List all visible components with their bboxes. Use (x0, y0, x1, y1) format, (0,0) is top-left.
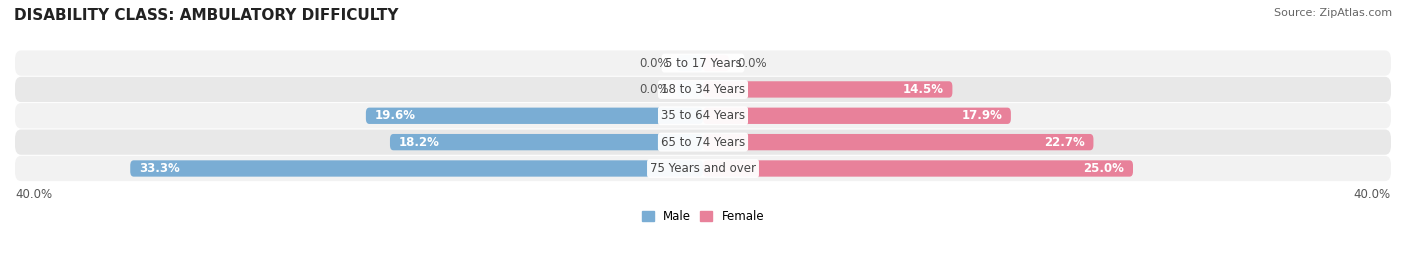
FancyBboxPatch shape (678, 55, 703, 71)
Legend: Male, Female: Male, Female (637, 205, 769, 228)
Text: 0.0%: 0.0% (638, 56, 669, 70)
Text: 18.2%: 18.2% (398, 136, 440, 149)
Text: 22.7%: 22.7% (1045, 136, 1085, 149)
Text: Source: ZipAtlas.com: Source: ZipAtlas.com (1274, 8, 1392, 18)
Text: 25.0%: 25.0% (1084, 162, 1125, 175)
FancyBboxPatch shape (703, 55, 728, 71)
Text: 65 to 74 Years: 65 to 74 Years (661, 136, 745, 149)
Text: 33.3%: 33.3% (139, 162, 180, 175)
Text: 40.0%: 40.0% (1354, 188, 1391, 201)
FancyBboxPatch shape (703, 134, 1094, 150)
Text: 35 to 64 Years: 35 to 64 Years (661, 109, 745, 122)
FancyBboxPatch shape (389, 134, 703, 150)
FancyBboxPatch shape (15, 156, 1391, 181)
Text: 5 to 17 Years: 5 to 17 Years (665, 56, 741, 70)
Text: 75 Years and over: 75 Years and over (650, 162, 756, 175)
FancyBboxPatch shape (15, 77, 1391, 102)
Text: 0.0%: 0.0% (737, 56, 768, 70)
Text: 40.0%: 40.0% (15, 188, 52, 201)
Text: 17.9%: 17.9% (962, 109, 1002, 122)
FancyBboxPatch shape (15, 51, 1391, 76)
FancyBboxPatch shape (131, 160, 703, 177)
FancyBboxPatch shape (15, 103, 1391, 128)
FancyBboxPatch shape (15, 129, 1391, 155)
FancyBboxPatch shape (703, 108, 1011, 124)
Text: DISABILITY CLASS: AMBULATORY DIFFICULTY: DISABILITY CLASS: AMBULATORY DIFFICULTY (14, 8, 398, 23)
FancyBboxPatch shape (703, 160, 1133, 177)
FancyBboxPatch shape (366, 108, 703, 124)
FancyBboxPatch shape (703, 81, 952, 98)
FancyBboxPatch shape (678, 81, 703, 98)
Text: 0.0%: 0.0% (638, 83, 669, 96)
Text: 18 to 34 Years: 18 to 34 Years (661, 83, 745, 96)
Text: 14.5%: 14.5% (903, 83, 943, 96)
Text: 19.6%: 19.6% (374, 109, 416, 122)
